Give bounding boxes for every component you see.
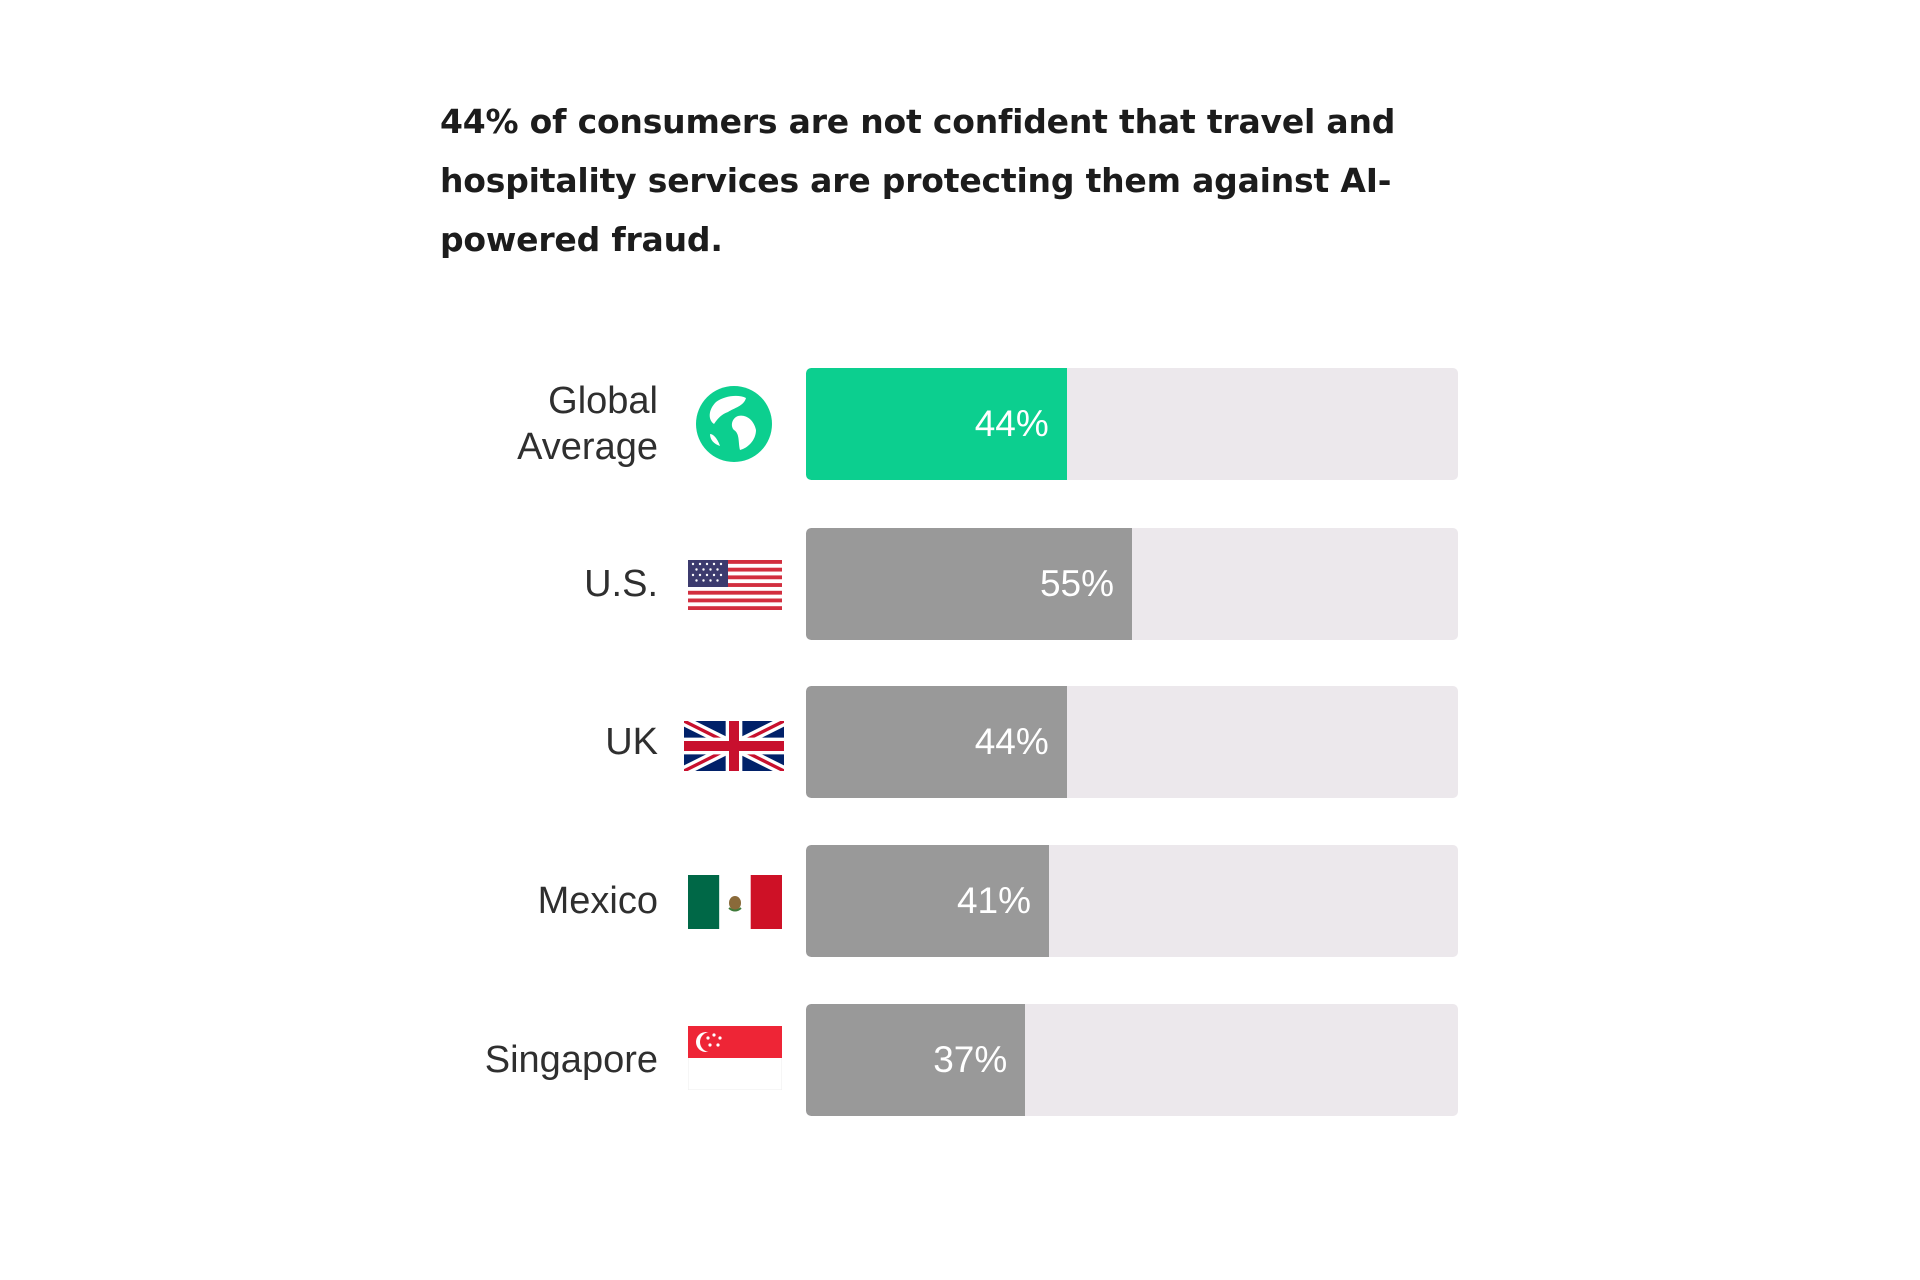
bar-track: 55% [806,528,1458,640]
bar-fill [806,845,1050,957]
bar-value-label: 41% [956,880,1032,921]
mexico-flag-icon [684,845,784,957]
bar-fill [806,1004,1026,1116]
bar-value-label: 37% [933,1039,1008,1080]
category-label: Mexico [537,880,658,922]
bar-row-singapore: Singapore 37% [0,1004,1920,1116]
category-label: UK [605,721,658,763]
us-flag-icon [684,528,784,640]
bar-track: 41% [806,845,1458,957]
bar-fill [806,368,1067,480]
bar-row-uk: UK 44% [0,686,1920,798]
chart-title: 44% of consumers are not confident that … [440,102,1396,259]
bar-value-label: 44% [974,403,1049,444]
bar-row-mexico: Mexico 41% [0,845,1920,957]
bar-value-label: 44% [974,721,1049,762]
bar-track: 44% [806,368,1458,480]
bar-row-global-average: Global Average 44% [0,368,1920,480]
bar-value-label: 55% [1039,563,1114,604]
category-label: Global Average [517,380,658,468]
bar-fill [806,686,1067,798]
bar-track: 37% [806,1004,1458,1116]
singapore-flag-icon [684,1004,784,1116]
bar-fill [806,528,1132,640]
category-label: U.S. [584,563,658,605]
uk-flag-icon [684,686,784,798]
globe-icon [684,368,784,480]
bar-row-us: U.S. 55% [0,528,1920,640]
category-label: Singapore [484,1039,658,1081]
bar-track: 44% [806,686,1458,798]
